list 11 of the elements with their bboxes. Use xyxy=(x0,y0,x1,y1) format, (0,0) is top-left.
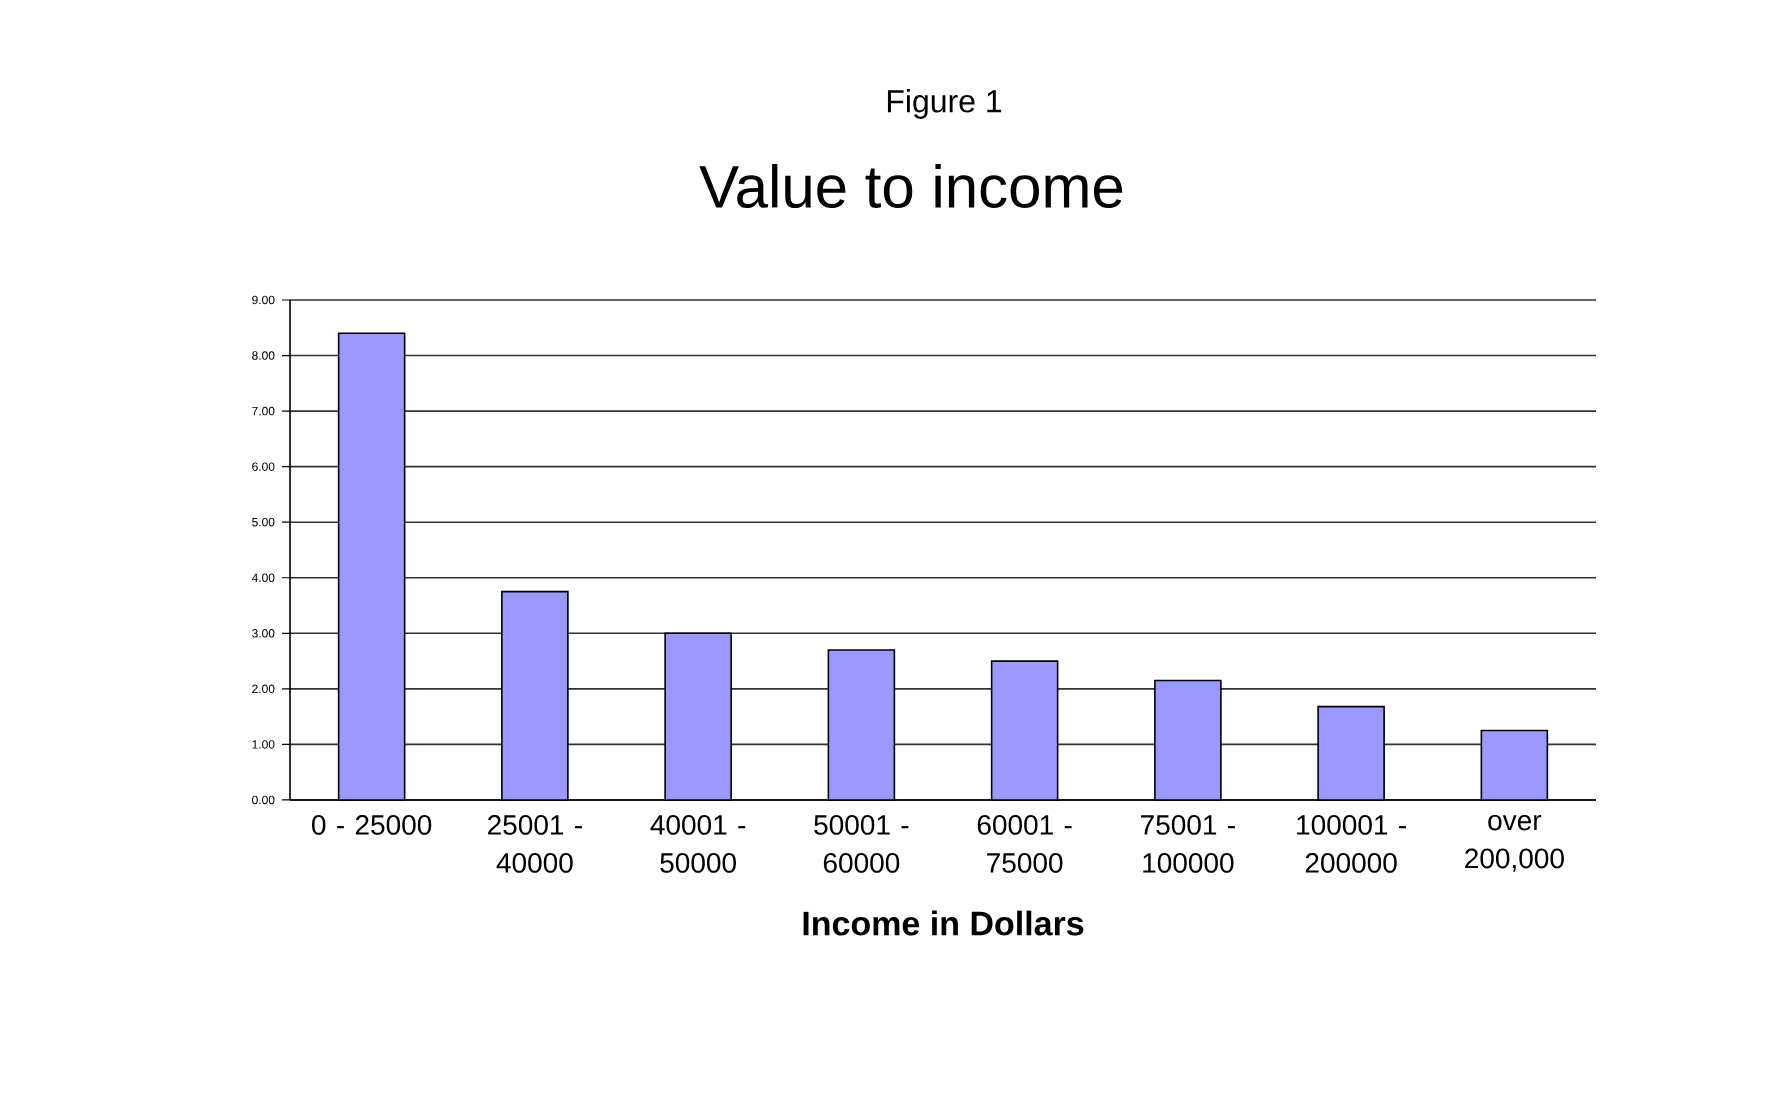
chart-title: Value to income xyxy=(699,163,1123,209)
x-axis-title: Income in Dollars xyxy=(803,910,1084,936)
x-tick-label: 40001 - 50000 xyxy=(650,815,746,873)
caption: Figure 1 xyxy=(887,89,1002,119)
x-tick-label: over 200,000 xyxy=(1465,815,1564,872)
x-tick-label: 50001 - 60000 xyxy=(814,815,909,873)
x-tick-label: 75001 - 100000 xyxy=(1141,815,1235,873)
x-tick-label: 100001 - 200000 xyxy=(1297,815,1406,873)
x-tick-label: 0 - 25000 xyxy=(312,815,432,835)
x-tick-label: 25001 - 40000 xyxy=(488,815,582,873)
x-tick-label: 60001 - 75000 xyxy=(977,815,1072,873)
